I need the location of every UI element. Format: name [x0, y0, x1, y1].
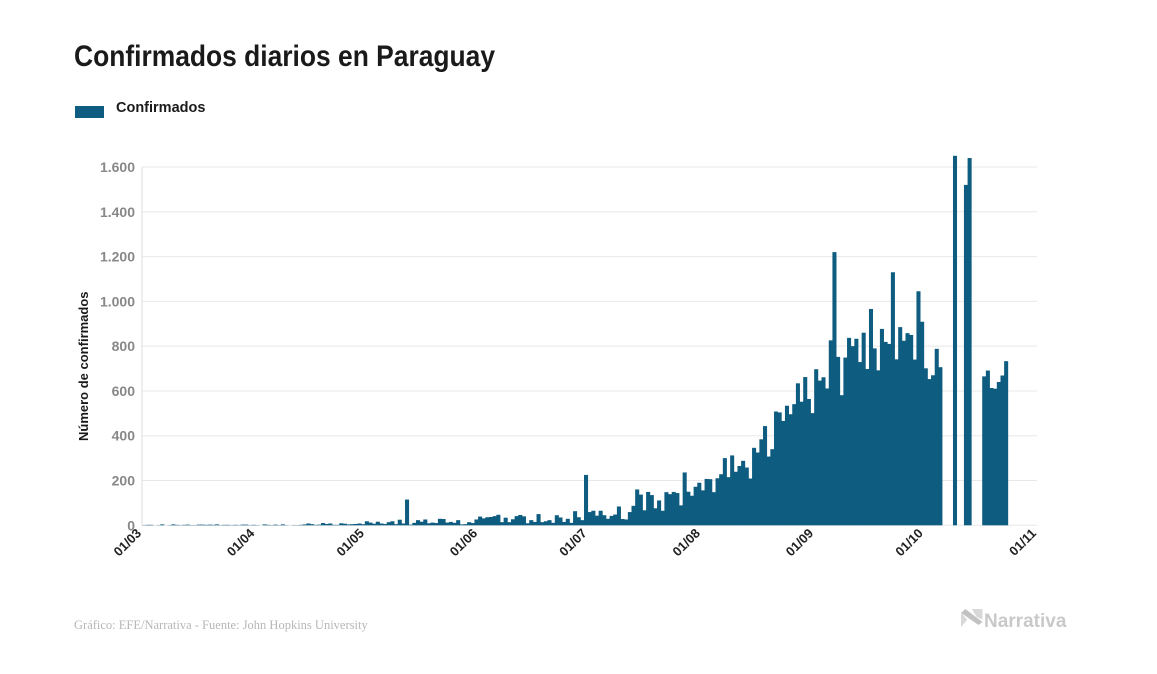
svg-text:01/03: 01/03 [111, 526, 145, 560]
svg-text:1.600: 1.600 [100, 159, 135, 175]
svg-text:01/11: 01/11 [1006, 526, 1039, 559]
svg-text:01/09: 01/09 [783, 526, 817, 560]
svg-text:600: 600 [112, 383, 136, 399]
svg-text:1.000: 1.000 [100, 293, 135, 309]
svg-text:800: 800 [112, 338, 136, 354]
svg-text:Narrativa: Narrativa [984, 611, 1067, 632]
svg-text:01/06: 01/06 [447, 526, 481, 560]
svg-text:01/05: 01/05 [333, 526, 367, 560]
svg-text:1.400: 1.400 [100, 204, 135, 220]
svg-text:200: 200 [112, 473, 136, 489]
svg-text:01/10: 01/10 [892, 526, 926, 560]
svg-text:01/07: 01/07 [556, 526, 590, 560]
svg-text:01/08: 01/08 [669, 526, 703, 560]
svg-text:400: 400 [112, 428, 136, 444]
svg-text:1.200: 1.200 [100, 249, 135, 265]
svg-text:01/04: 01/04 [224, 525, 258, 559]
